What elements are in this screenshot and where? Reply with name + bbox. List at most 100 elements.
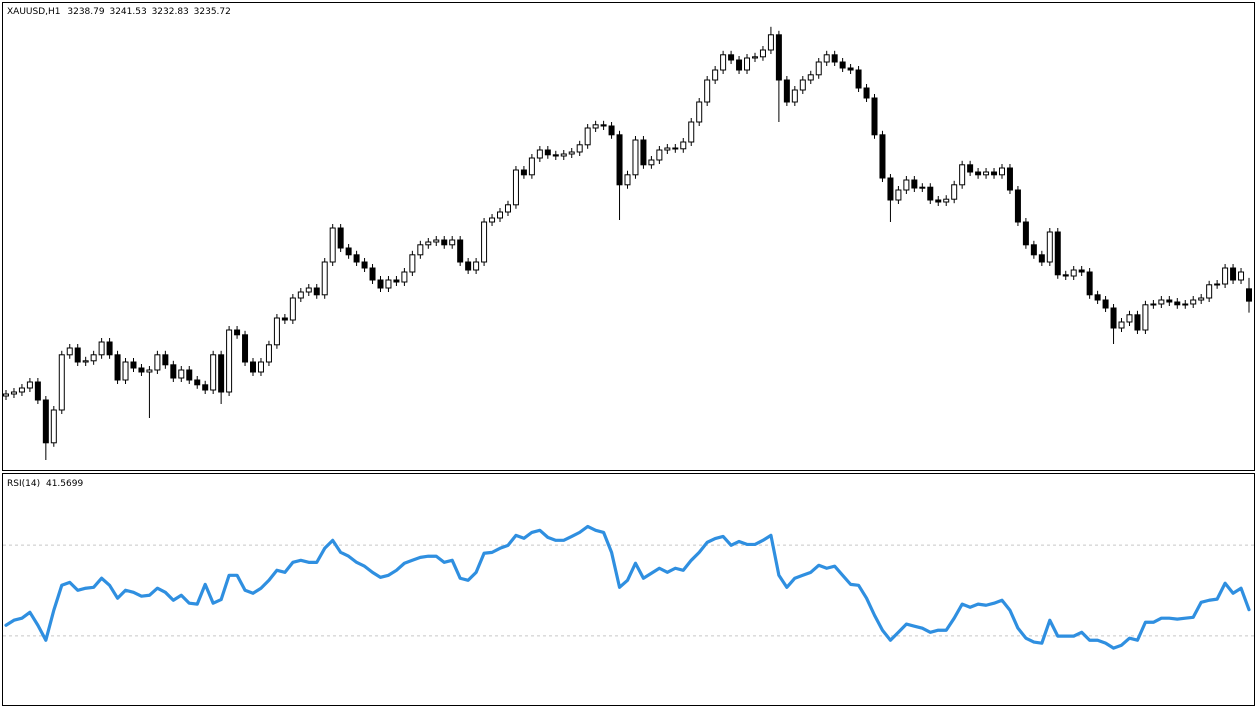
candle-body xyxy=(313,287,320,296)
candle-body xyxy=(297,291,304,299)
candle-body xyxy=(3,393,9,397)
candle-body xyxy=(218,354,225,393)
candle-body xyxy=(401,271,408,283)
candle-body xyxy=(935,199,942,203)
candle-body xyxy=(257,361,264,373)
candle-body xyxy=(234,329,241,336)
candle-body xyxy=(1102,299,1109,309)
candle-body xyxy=(345,247,352,256)
candle-body xyxy=(1094,294,1101,301)
candle-body xyxy=(337,227,344,249)
candle-body xyxy=(799,79,806,91)
candle-body xyxy=(473,261,480,271)
candle-body xyxy=(879,134,886,179)
candle-body xyxy=(50,409,57,444)
candle-body xyxy=(250,361,257,373)
candle-body xyxy=(441,239,448,246)
candle-body xyxy=(807,74,814,81)
candle-body xyxy=(744,57,751,71)
candle-body xyxy=(584,127,591,146)
candle-body xyxy=(536,149,543,159)
candle-body xyxy=(1006,167,1013,191)
candle-body xyxy=(1078,269,1085,273)
candle-body xyxy=(568,151,575,155)
candle-body xyxy=(1070,269,1077,277)
candle-body xyxy=(1118,321,1125,329)
candle-body xyxy=(481,221,488,263)
candle-body xyxy=(520,169,527,176)
candle-body xyxy=(927,186,934,201)
candle-body xyxy=(122,361,129,381)
candle-body xyxy=(489,217,496,223)
candle-body xyxy=(767,34,774,51)
candle-body xyxy=(1086,271,1093,296)
candle-body xyxy=(1214,283,1221,286)
candle-body xyxy=(1126,314,1133,323)
candle-body xyxy=(1062,274,1069,277)
candle-body xyxy=(114,354,121,381)
candle-body xyxy=(608,125,615,136)
candle-body xyxy=(425,241,432,246)
candle-body xyxy=(728,54,735,61)
candle-body xyxy=(751,56,758,59)
candle-body xyxy=(648,159,655,166)
candle-body xyxy=(911,179,918,189)
candle-body xyxy=(1142,304,1149,331)
candle-body xyxy=(688,121,695,143)
candle-body xyxy=(831,54,838,63)
candle-body xyxy=(600,124,607,127)
candle-body xyxy=(74,347,81,363)
candle-body xyxy=(983,171,990,176)
candle-body xyxy=(10,391,17,395)
candle-body xyxy=(497,211,504,219)
candle-body xyxy=(1206,284,1213,299)
candle-body xyxy=(393,279,400,283)
candle-body xyxy=(170,364,177,379)
candle-body xyxy=(289,297,296,321)
candle-body xyxy=(1246,288,1252,302)
ohlc-low: 3232.83 xyxy=(152,7,189,17)
candle-body xyxy=(194,379,201,386)
candle-body xyxy=(967,164,974,173)
candle-body xyxy=(871,97,878,136)
candle-body xyxy=(1182,303,1189,306)
candle-body xyxy=(202,384,209,391)
candle-body xyxy=(592,124,599,129)
candle-body xyxy=(265,344,272,363)
candle-body xyxy=(576,144,583,153)
candle-body xyxy=(273,317,280,346)
candle-body xyxy=(1046,231,1053,263)
candle-body xyxy=(305,287,312,293)
candle-body xyxy=(680,141,687,150)
candle-body xyxy=(959,164,966,186)
candle-body xyxy=(226,329,233,393)
candle-body xyxy=(863,87,870,99)
indicator-value: 41.5699 xyxy=(46,479,83,489)
candle-body xyxy=(26,381,33,389)
price-header: XAUUSD,H1 3238.79 3241.53 3232.83 3235.7… xyxy=(7,7,231,17)
candle-body xyxy=(560,153,567,157)
candle-body xyxy=(815,61,822,76)
candle-body xyxy=(146,369,153,373)
candle-body xyxy=(919,186,926,189)
candle-body xyxy=(991,171,998,176)
ohlc-high: 3241.53 xyxy=(109,7,146,17)
candle-body xyxy=(1238,271,1245,281)
indicator-name: RSI(14) xyxy=(7,479,40,489)
candle-body xyxy=(656,149,663,161)
candle-body xyxy=(138,367,145,373)
candle-body xyxy=(178,369,185,379)
candle-body xyxy=(720,54,727,71)
candle-body xyxy=(544,149,551,156)
candle-body xyxy=(1150,303,1157,306)
candle-body xyxy=(321,261,328,296)
candle-body xyxy=(98,341,105,356)
candle-body xyxy=(664,147,671,151)
candle-body xyxy=(66,347,73,356)
candle-body xyxy=(82,360,89,363)
candle-body xyxy=(162,354,169,366)
candle-body xyxy=(377,279,384,289)
candle-body xyxy=(329,227,336,263)
